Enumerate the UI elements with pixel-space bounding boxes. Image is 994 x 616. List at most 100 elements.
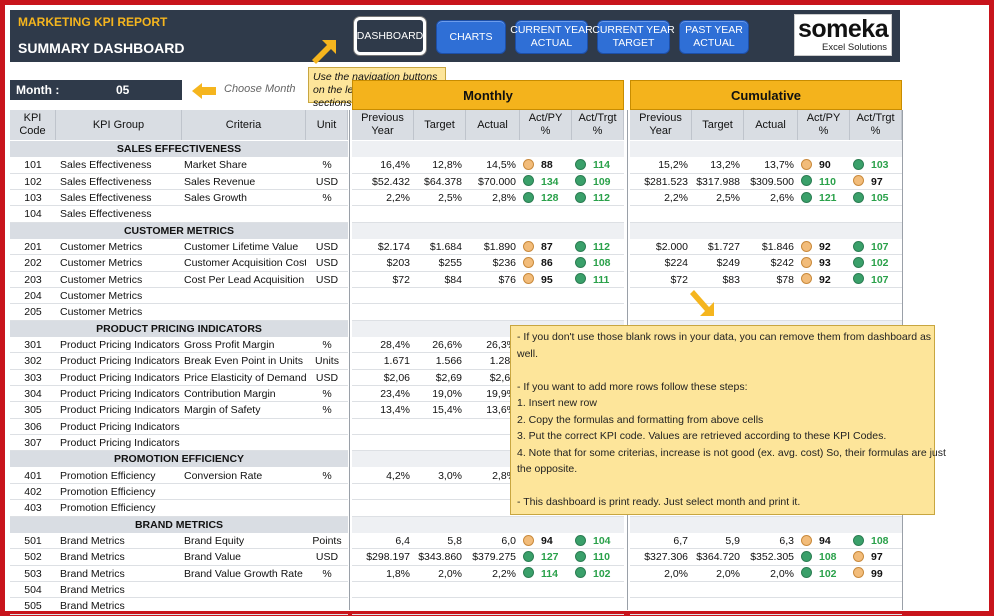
- row-divider: [630, 564, 902, 566]
- table-cell: Product Pricing Indicators: [60, 420, 180, 433]
- table-cell: Brand Value: [184, 551, 242, 564]
- table-cell: 28,4%: [380, 338, 410, 351]
- table-cell: $1.890: [483, 240, 516, 253]
- table-cell: $242: [770, 257, 794, 270]
- table-cell: Customer Metrics: [60, 306, 143, 319]
- group-header: PROMOTION EFFICIENCY: [10, 451, 348, 468]
- row-divider: [352, 613, 624, 615]
- table-cell: 16,4%: [380, 159, 410, 172]
- row-divider: [10, 401, 348, 403]
- table-row: 102 Sales Effectiveness Sales Revenue USD $5…: [0, 174, 994, 190]
- table-cell: 5,8: [447, 534, 462, 547]
- indicator-value: 94: [819, 534, 831, 547]
- row-divider: [10, 368, 348, 370]
- table-row: 203 Customer Metrics Cost Per Lead Acquisi…: [0, 272, 994, 288]
- table-cell: Brand Metrics: [60, 551, 125, 564]
- orange-circle-icon: [801, 257, 812, 269]
- table-cell: USD: [315, 240, 339, 253]
- table-cell: Promotion Efficiency: [60, 485, 156, 498]
- row-divider: [352, 401, 624, 403]
- indicator-value: 86: [541, 257, 553, 270]
- indicator: 93: [801, 255, 849, 271]
- logo-name: someka: [798, 15, 889, 43]
- indicator: 114: [575, 157, 623, 173]
- indicator-value: 107: [871, 273, 889, 286]
- nav-button-past-year-actual[interactable]: PAST YEAR ACTUAL: [679, 20, 749, 54]
- column-header-label: Actual: [477, 118, 508, 131]
- indicator-value: 112: [593, 240, 610, 253]
- row-divider: [10, 515, 348, 517]
- table-cell: 15,2%: [658, 159, 688, 172]
- month-value[interactable]: 05: [116, 83, 130, 97]
- table-cell: Margin of Safety: [184, 404, 261, 417]
- table-cell: Product Pricing Indicators: [60, 436, 180, 449]
- help-note-line: 3. Put the correct KPI code. Values are …: [517, 430, 887, 442]
- row-divider: [352, 270, 624, 272]
- row-divider: [630, 613, 902, 615]
- table-cell: [306, 500, 348, 516]
- table-cell: $343.860: [418, 551, 462, 564]
- help-note-line: - This dashboard is print ready. Just se…: [517, 496, 801, 508]
- table-cell: Customer Lifetime Value: [184, 240, 299, 253]
- table-cell: Promotion Efficiency: [60, 502, 156, 515]
- indicator: 114: [523, 566, 571, 582]
- indicator-value: 114: [541, 567, 558, 580]
- table-cell: Customer Metrics: [60, 289, 143, 302]
- table-cell: [306, 206, 348, 222]
- nav-button-current-year-actual[interactable]: CURRENT YEAR ACTUAL: [510, 20, 593, 54]
- green-circle-icon: [801, 550, 812, 562]
- table-row: 307 Product Pricing Indicators: [0, 435, 994, 451]
- help-note-line: 2. Copy the formulas and formatting from…: [517, 413, 764, 426]
- row-divider: [10, 384, 348, 386]
- table-row: 301 Product Pricing Indicators Gross Profi…: [0, 337, 994, 353]
- table-cell: 13,2%: [710, 159, 740, 172]
- indicator-value: 109: [593, 175, 611, 188]
- indicator: 110: [801, 174, 849, 190]
- table-cell: 19,0%: [432, 387, 462, 400]
- column-header-actual: Actual: [744, 110, 798, 140]
- table-cell: $52.432: [372, 175, 410, 188]
- table-cell: %: [322, 404, 332, 417]
- column-header-label: Criteria: [225, 118, 262, 131]
- table-cell: [306, 419, 348, 435]
- row-divider: [630, 254, 902, 256]
- green-circle-icon: [575, 240, 586, 252]
- table-cell: $64.378: [424, 175, 462, 188]
- nav-button-label: CURRENT YEAR ACTUAL: [510, 24, 593, 49]
- indicator: 95: [523, 272, 571, 288]
- green-circle-icon: [853, 257, 864, 269]
- table-cell: $1.846: [761, 240, 794, 253]
- row-divider: [352, 548, 624, 550]
- group-header: BRAND METRICS: [10, 516, 348, 533]
- month-selector[interactable]: Month : 05: [10, 80, 182, 100]
- table-cell: 101: [24, 159, 42, 172]
- indicator: 103: [853, 157, 901, 173]
- table-cell: 401: [24, 469, 42, 482]
- table-row: 505 Brand Metrics: [0, 598, 994, 614]
- indicator: 92: [801, 239, 849, 255]
- table-cell: Brand Value Growth Rate: [184, 567, 303, 580]
- table-cell: $72: [670, 273, 688, 286]
- orange-circle-icon: [801, 240, 812, 252]
- table-cell: [306, 435, 348, 451]
- table-cell: [184, 582, 306, 598]
- table-cell: Sales Effectiveness: [60, 175, 152, 188]
- column-header-label: KPI Group: [92, 118, 145, 131]
- row-divider: [630, 303, 902, 305]
- nav-button-charts[interactable]: CHARTS: [436, 20, 506, 54]
- indicator-value: 102: [871, 257, 889, 270]
- orange-circle-icon: [523, 240, 534, 252]
- nav-button-dashboard[interactable]: DASHBOARD: [354, 17, 426, 55]
- table-cell: $317.988: [696, 175, 740, 188]
- green-circle-icon: [575, 273, 586, 285]
- table-cell: Brand Metrics: [60, 534, 125, 547]
- orange-circle-icon: [523, 257, 534, 269]
- help-note-line: 1. Insert new row: [517, 397, 597, 409]
- indicator: 121: [801, 190, 849, 206]
- table-cell: [306, 598, 348, 614]
- nav-button-current-year-target[interactable]: CURRENT YEAR TARGET: [592, 20, 675, 54]
- indicator-value: 114: [593, 159, 610, 172]
- table-cell: 102: [24, 175, 42, 188]
- table-cell: Customer Metrics: [60, 273, 143, 286]
- group-header-band: [352, 222, 624, 239]
